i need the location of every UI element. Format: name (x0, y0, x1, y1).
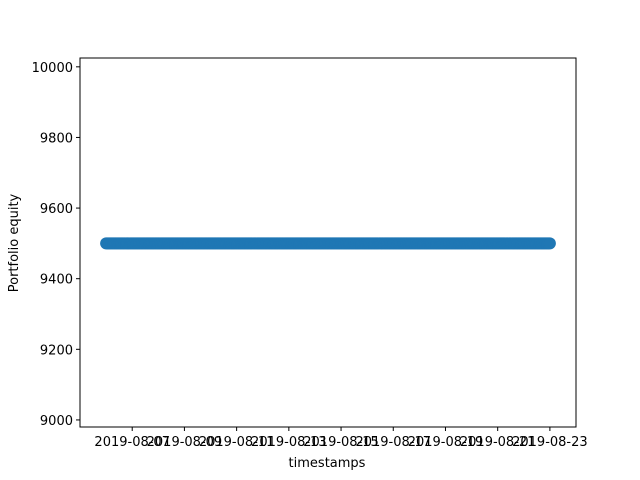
plot-area (79, 57, 577, 428)
axes-frame (79, 57, 577, 428)
x-tick-label: 2019-08-21 (460, 435, 536, 450)
y-tick-label: 9400 (40, 273, 73, 288)
y-tick-label: 9600 (40, 202, 73, 217)
x-tick-label: 2019-08-11 (199, 435, 275, 450)
x-axis-label: timestamps (289, 456, 366, 471)
x-tick-label: 2019-08-09 (147, 435, 223, 450)
y-tick-label: 9200 (40, 343, 73, 358)
x-tick-label: 2019-08-07 (94, 435, 170, 450)
x-tick-label: 2019-08-15 (303, 435, 379, 450)
x-axis: 2019-08-072019-08-092019-08-112019-08-13… (94, 427, 588, 450)
x-tick-label: 2019-08-13 (251, 435, 327, 450)
data-point (543, 237, 556, 250)
x-tick-label: 2019-08-23 (512, 435, 588, 450)
y-tick-label: 9800 (40, 131, 73, 146)
x-tick-label: 2019-08-19 (408, 435, 484, 450)
x-tick-label: 2019-08-17 (355, 435, 431, 450)
y-axis: 9000 9200 9400 9600 9800 10000 (32, 61, 80, 429)
y-axis-label: Portfolio equity (7, 193, 22, 292)
y-tick-label: 9000 (40, 414, 73, 429)
y-tick-label: 10000 (32, 61, 73, 76)
